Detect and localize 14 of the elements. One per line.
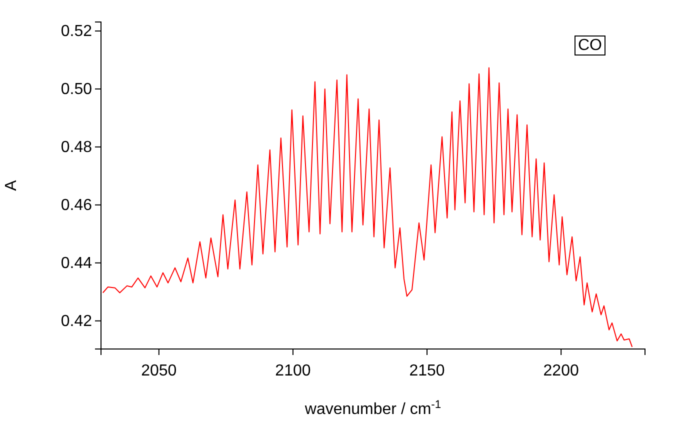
y-tick-label: 0.52 bbox=[60, 23, 92, 40]
y-tick-label: 0.44 bbox=[60, 255, 92, 272]
x-tick-label: 2100 bbox=[275, 362, 311, 380]
x-tick-label: 2150 bbox=[409, 362, 445, 380]
y-tick-label: 0.50 bbox=[60, 81, 92, 98]
x-tick-label: 2050 bbox=[141, 362, 177, 380]
y-tick-label: 0.42 bbox=[60, 313, 92, 330]
line-series bbox=[102, 67, 633, 348]
y-tick-label: 0.48 bbox=[60, 139, 92, 156]
x-tick-label: 2200 bbox=[543, 362, 579, 380]
y-axis-title: A bbox=[3, 180, 20, 191]
y-tick-label: 0.46 bbox=[60, 197, 92, 214]
annotation: CO bbox=[578, 37, 602, 54]
x-axis-title: wavenumber / cm$^{-1}$ bbox=[304, 399, 442, 418]
